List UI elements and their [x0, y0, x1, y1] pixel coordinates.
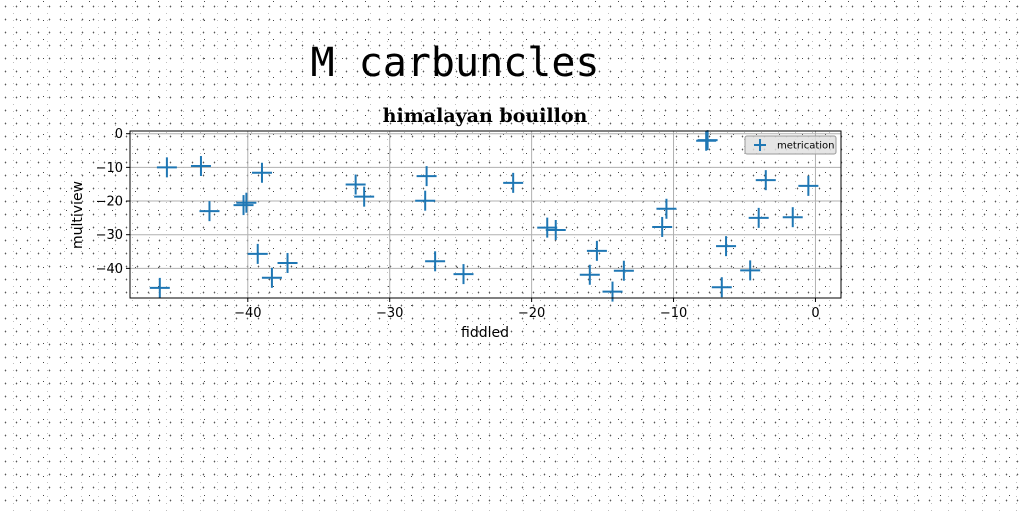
data-point [656, 198, 677, 219]
data-point [149, 277, 170, 298]
chart-title: himalayan bouillon [383, 105, 588, 127]
data-point [190, 156, 211, 177]
data-point [798, 175, 819, 196]
y-tick-label: −40 [96, 262, 123, 277]
data-point [545, 219, 566, 240]
data-point [453, 264, 474, 285]
y-tick-label: 0 [115, 127, 123, 142]
data-point [579, 264, 600, 285]
y-tick-label: −30 [96, 228, 123, 243]
data-point [740, 260, 761, 281]
x-tick-label: −40 [234, 306, 261, 321]
legend-box [744, 135, 837, 155]
y-axis-ticks: 0 −10 −20 −30 −40 [96, 127, 130, 277]
data-point [261, 267, 282, 288]
data-point [425, 251, 446, 272]
data-point [613, 260, 634, 281]
data-point [233, 195, 254, 216]
y-axis-label: multiview [70, 181, 86, 249]
data-point [354, 186, 375, 207]
data-point [782, 207, 803, 228]
x-axis-label: fiddled [461, 325, 509, 341]
data-point [277, 252, 298, 273]
legend-entry-label: metrication [777, 141, 835, 152]
grid [130, 131, 841, 298]
data-point [415, 190, 436, 211]
y-tick-label: −20 [96, 195, 123, 210]
x-tick-label: −20 [518, 306, 545, 321]
data-point [503, 172, 524, 193]
x-tick-label: −10 [660, 306, 687, 321]
data-point [586, 240, 607, 261]
data-point [236, 192, 257, 213]
legend-marker [754, 139, 766, 151]
x-axis-ticks: −40 −30 −20 −10 0 [234, 298, 820, 321]
y-tick-label: −10 [96, 161, 123, 176]
data-point [416, 166, 437, 187]
data-point [748, 207, 769, 228]
data-points [149, 130, 819, 302]
data-point [697, 130, 718, 151]
data-point [199, 201, 220, 222]
data-point [711, 277, 732, 298]
legend: metrication [744, 135, 837, 155]
data-point [602, 281, 623, 302]
data-point [156, 157, 177, 178]
data-point [247, 243, 268, 264]
figure-suptitle: M carbuncles [311, 40, 600, 86]
data-point [537, 217, 558, 238]
data-point [251, 162, 272, 183]
plot-area [129, 130, 842, 299]
data-point [716, 236, 737, 257]
x-tick-label: −30 [376, 306, 403, 321]
data-point [652, 216, 673, 237]
x-tick-label: 0 [811, 306, 819, 321]
data-point [755, 170, 776, 191]
data-point [345, 174, 366, 195]
